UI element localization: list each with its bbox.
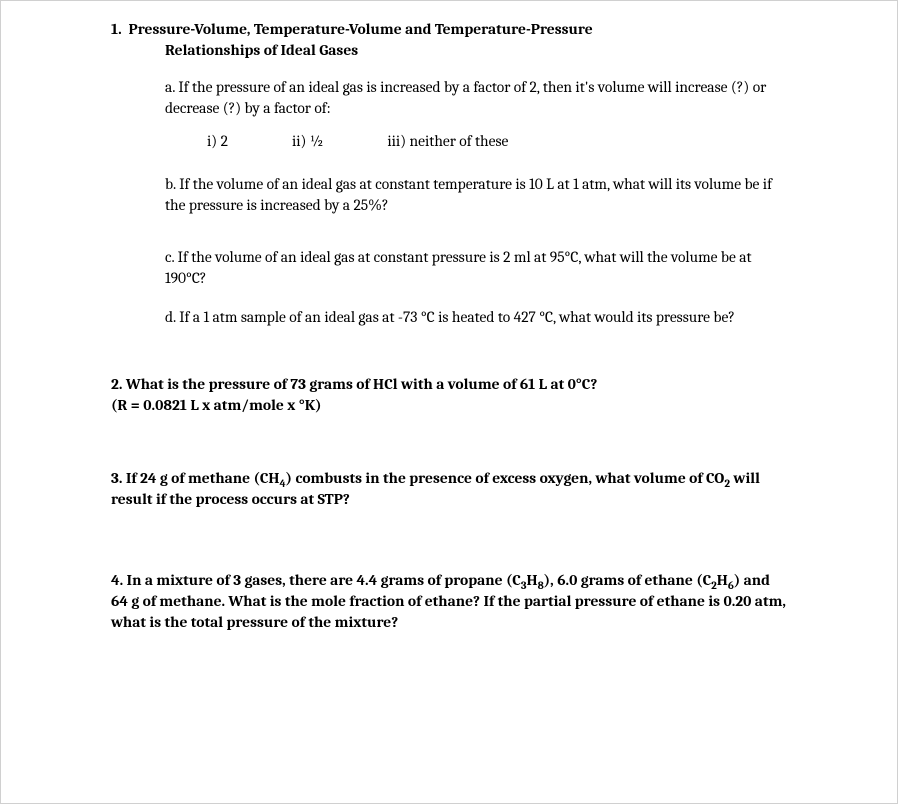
q1-part-a: a. If the pressure of an ideal gas is in… [165, 77, 787, 119]
q1-heading: 1. Pressure-Volume, Temperature-Volume a… [111, 19, 787, 61]
q1-part-d: d. If a 1 atm sample of an ideal gas at … [165, 307, 787, 328]
worksheet-page: 1. Pressure-Volume, Temperature-Volume a… [0, 0, 898, 804]
q2-line2: (R = 0.0821 L x atm/mole x °K) [111, 396, 322, 414]
q4-p3: ), 6.0 grams of ethane (C [544, 571, 711, 589]
q2-line1: 2. What is the pressure of 73 grams of H… [111, 375, 597, 393]
q2-heading: 2. What is the pressure of 73 grams of H… [111, 374, 787, 416]
q4-p2: H [527, 571, 538, 589]
q4-p1: 4. In a mixture of 3 gases, there are 4.… [111, 571, 521, 589]
q1-title-text1: Pressure-Volume, Temperature-Volume and … [129, 20, 593, 38]
q3-text-pre: 3. If 24 g of methane (CH [111, 469, 280, 487]
q1-part-b: b. If the volume of an ideal gas at cons… [165, 174, 787, 216]
q1-a-option-ii: ii) ½ [292, 131, 323, 152]
q3-heading: 3. If 24 g of methane (CH4) combusts in … [111, 468, 787, 510]
q1-title-line1: 1. Pressure-Volume, Temperature-Volume a… [111, 19, 787, 40]
q3-text-mid: ) combusts in the presence of excess oxy… [286, 469, 725, 487]
q4-heading: 4. In a mixture of 3 gases, there are 4.… [111, 570, 787, 633]
q1-a-option-iii: iii) neither of these [387, 131, 508, 152]
q1-a-option-i: i) 2 [207, 131, 228, 152]
q1-part-c: c. If the volume of an ideal gas at cons… [165, 247, 787, 289]
q1-title-line2: Relationships of Ideal Gases [111, 40, 787, 61]
q4-p4: H [717, 571, 728, 589]
q1-a-options: i) 2 ii) ½ iii) neither of these [165, 131, 787, 152]
q1-number: 1. [111, 20, 122, 38]
